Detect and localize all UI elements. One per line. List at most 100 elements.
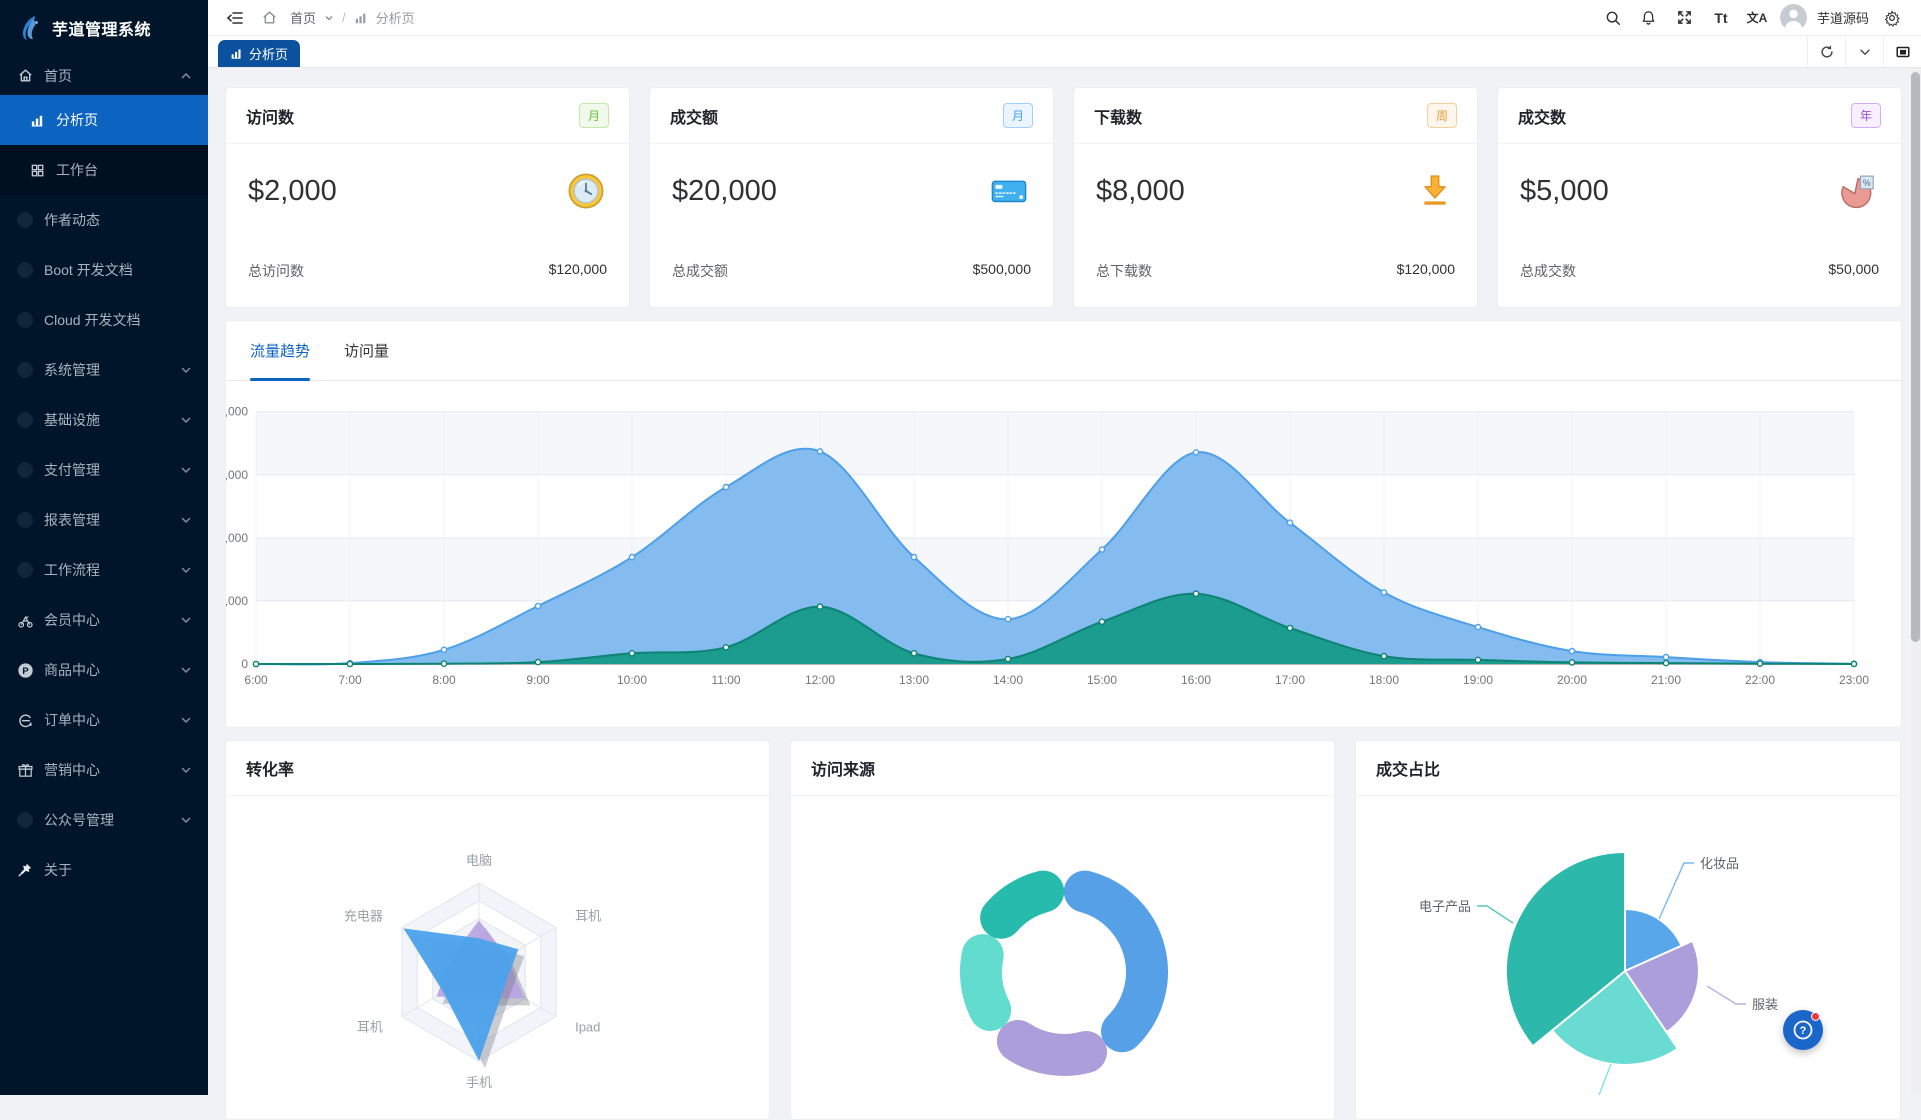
sidebar-item-关于[interactable]: 关于 bbox=[0, 845, 208, 895]
dot-icon bbox=[16, 461, 34, 479]
stat-card-下载数: 下载数 周 $8,000 总下载数 $120,000 bbox=[1073, 87, 1478, 308]
pin-icon bbox=[16, 861, 34, 879]
sidebar: 芋道管理系统 首页分析页工作台作者动态 Boot 开发文档 Cloud 开发文档系统… bbox=[0, 0, 208, 1095]
sidebar-item-label: 首页 bbox=[44, 67, 72, 84]
chevron-down-icon bbox=[180, 714, 192, 726]
tab-traffic-trend[interactable]: 流量趋势 bbox=[250, 321, 311, 381]
svg-text:耳机: 耳机 bbox=[357, 1020, 383, 1035]
stat-card-成交额: 成交额 月 $20,000 总成交额 $500,000 bbox=[649, 87, 1054, 308]
language-icon[interactable]: 文A bbox=[1746, 11, 1768, 25]
breadcrumb-separator: / bbox=[342, 10, 346, 25]
panel-title: 成交占比 bbox=[1356, 741, 1900, 796]
collapse-sidebar-icon[interactable] bbox=[222, 5, 248, 31]
svg-text:80,000: 80,000 bbox=[226, 405, 248, 419]
chart-icon bbox=[28, 111, 46, 129]
page-scrollbar[interactable] bbox=[1910, 68, 1921, 1095]
sidebar-item-label: 报表管理 bbox=[44, 512, 100, 528]
traffic-trend-chart: 0 20,000 40,000 60,000 80,000 6:00 7:00 8:00 9:0… bbox=[226, 405, 1869, 687]
stat-card-title: 访问数 bbox=[246, 109, 295, 127]
stat-value: $8,000 bbox=[1096, 174, 1185, 207]
chevron-down-icon bbox=[180, 464, 192, 476]
stat-card-title: 成交数 bbox=[1518, 109, 1567, 127]
sidebar-item-label: 基础设施 bbox=[44, 412, 100, 428]
font-size-icon[interactable]: Tt bbox=[1714, 9, 1728, 26]
svg-text:15:00: 15:00 bbox=[1087, 673, 1117, 687]
stat-footer-label: 总成交数 bbox=[1520, 263, 1576, 279]
dot-icon bbox=[16, 311, 34, 329]
sidebar-item-基础设施[interactable]: 基础设施 bbox=[0, 395, 208, 445]
svg-text:18:00: 18:00 bbox=[1369, 673, 1399, 687]
svg-text:12:00: 12:00 bbox=[805, 673, 835, 687]
breadcrumb-home[interactable]: 首页 bbox=[290, 11, 317, 26]
main-content: 访问数 月 $2,000 总访问数 $120,000 成交额 月 $20,000 总成交额 $50… bbox=[208, 68, 1921, 1120]
svg-text:耳机: 耳机 bbox=[575, 909, 601, 924]
username[interactable]: 芋道源码 bbox=[1816, 11, 1869, 26]
svg-text:22:00: 22:00 bbox=[1745, 673, 1775, 687]
sidebar-item-工作台[interactable]: 工作台 bbox=[0, 145, 208, 195]
tab-label: 分析页 bbox=[249, 47, 289, 62]
chevron-down-icon bbox=[180, 414, 192, 426]
stat-footer-value: $500,000 bbox=[972, 261, 1031, 277]
svg-text:8:00: 8:00 bbox=[432, 673, 456, 687]
sidebar-item-label: 系统管理 bbox=[44, 362, 100, 378]
svg-text:40,000: 40,000 bbox=[226, 531, 248, 545]
stat-card-body: $2,000 bbox=[226, 144, 629, 212]
sidebar-item-label: 公众号管理 bbox=[44, 812, 114, 828]
sidebar-item-营销中心[interactable]: 营销中心 bbox=[0, 745, 208, 795]
product-icon: P bbox=[16, 661, 34, 679]
sidebar-item-首页[interactable]: 首页 bbox=[0, 56, 208, 95]
sidebar-item-系统管理[interactable]: 系统管理 bbox=[0, 345, 208, 395]
page-tabbar: 分析页 bbox=[208, 36, 1921, 68]
sidebar-item-报表管理[interactable]: 报表管理 bbox=[0, 495, 208, 545]
notification-bell-icon[interactable] bbox=[1636, 5, 1662, 31]
svg-text:16:00: 16:00 bbox=[1181, 673, 1211, 687]
app-title: 芋道管理系统 bbox=[52, 22, 152, 39]
svg-text:手机: 手机 bbox=[466, 1075, 492, 1090]
sidebar-item-label: 关于 bbox=[44, 862, 72, 878]
scrollbar-thumb[interactable] bbox=[1911, 72, 1920, 642]
stat-footer-label: 总成交额 bbox=[672, 263, 728, 279]
sidebar-item-label: 工作台 bbox=[56, 162, 98, 178]
grid-icon bbox=[28, 161, 46, 179]
sidebar-item-label: 分析页 bbox=[56, 112, 98, 128]
sidebar-item-支付管理[interactable]: 支付管理 bbox=[0, 445, 208, 495]
home-icon bbox=[16, 67, 34, 85]
search-icon[interactable] bbox=[1600, 5, 1626, 31]
tab-visit-volume[interactable]: 访问量 bbox=[344, 343, 390, 360]
app-logo[interactable]: 芋道管理系统 bbox=[0, 0, 208, 56]
svg-text:10:00: 10:00 bbox=[617, 673, 647, 687]
period-badge: 月 bbox=[1002, 103, 1033, 128]
stat-footer-label: 总访问数 bbox=[248, 263, 304, 279]
sidebar-item-Cloud-开发文档[interactable]: Cloud 开发文档 bbox=[0, 295, 208, 345]
sidebar-item-label: 商品中心 bbox=[44, 662, 100, 678]
marketing-icon bbox=[16, 761, 34, 779]
dot-icon bbox=[16, 511, 34, 529]
trend-tabs: 流量趋势 访问量 bbox=[226, 321, 1901, 381]
card-icon bbox=[987, 170, 1031, 212]
tab-analysis-page[interactable]: 分析页 bbox=[218, 40, 301, 67]
maximize-content-icon[interactable] bbox=[1883, 36, 1921, 67]
help-button[interactable]: ? bbox=[1783, 1010, 1823, 1050]
stat-card-header: 成交额 月 bbox=[650, 88, 1053, 144]
sidebar-item-商品中心[interactable]: P 商品中心 bbox=[0, 645, 208, 695]
refresh-icon[interactable] bbox=[1807, 36, 1845, 67]
sidebar-item-公众号管理[interactable]: 公众号管理 bbox=[0, 795, 208, 845]
home-icon[interactable] bbox=[256, 5, 282, 31]
stat-footer-label: 总下载数 bbox=[1096, 263, 1152, 279]
sidebar-item-分析页[interactable]: 分析页 bbox=[0, 95, 208, 145]
sidebar-item-Boot-开发文档[interactable]: Boot 开发文档 bbox=[0, 245, 208, 295]
sidebar-item-label: 营销中心 bbox=[44, 762, 100, 778]
sidebar-item-工作流程[interactable]: 工作流程 bbox=[0, 545, 208, 595]
fullscreen-icon[interactable] bbox=[1672, 5, 1698, 31]
avatar[interactable] bbox=[1779, 4, 1807, 31]
sidebar-item-会员中心[interactable]: 会员中心 bbox=[0, 595, 208, 645]
sidebar-item-作者动态[interactable]: 作者动态 bbox=[0, 195, 208, 245]
svg-text:服装: 服装 bbox=[1752, 997, 1778, 1012]
svg-text:11:00: 11:00 bbox=[711, 673, 740, 687]
settings-gear-icon[interactable] bbox=[1879, 5, 1905, 31]
chevron-down-icon[interactable] bbox=[1845, 36, 1883, 67]
sidebar-item-订单中心[interactable]: 订单中心 bbox=[0, 695, 208, 745]
download-icon bbox=[1415, 170, 1455, 212]
sidebar-menu: 首页分析页工作台作者动态 Boot 开发文档 Cloud 开发文档系统管理基础设施支… bbox=[0, 56, 208, 895]
